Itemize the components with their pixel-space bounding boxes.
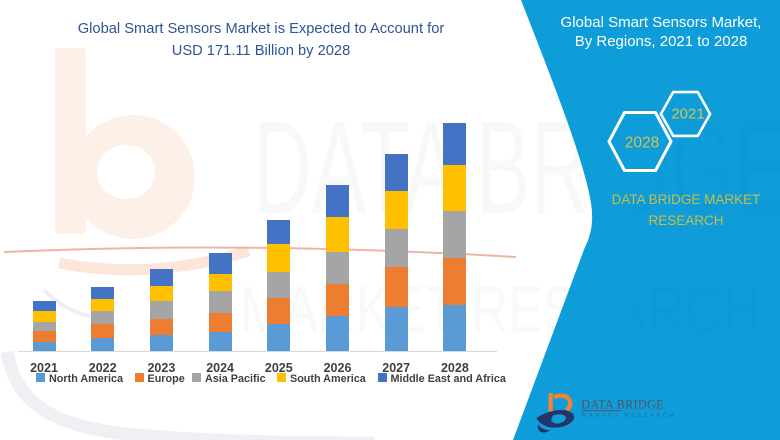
svg-text:2028: 2028 <box>625 135 659 152</box>
svg-text:DATA BRIDGE: DATA BRIDGE <box>581 398 664 412</box>
svg-text:MARKET RESEARCH: MARKET RESEARCH <box>582 413 676 419</box>
svg-text:2021: 2021 <box>671 106 704 123</box>
